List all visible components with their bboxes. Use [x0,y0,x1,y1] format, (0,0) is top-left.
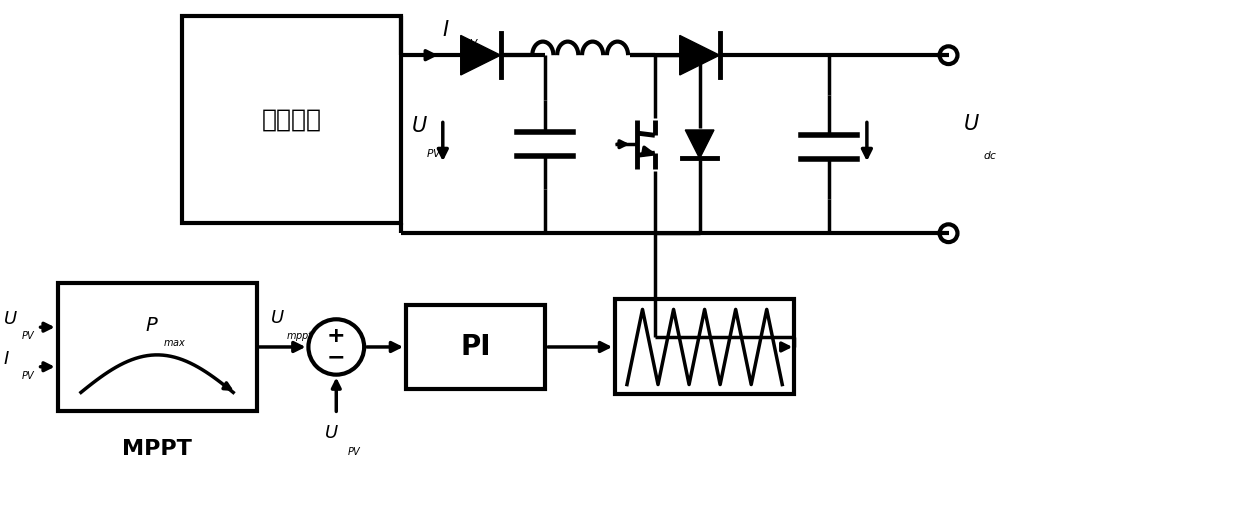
Bar [182,16,401,224]
Text: $U$: $U$ [323,424,338,442]
Text: +: + [327,326,346,346]
Text: $_{PV}$: $_{PV}$ [21,368,36,382]
Bar [406,305,545,389]
Text: $_{PV}$: $_{PV}$ [347,444,362,458]
Text: $I$: $I$ [442,20,450,40]
Text: $U$: $U$ [2,310,17,328]
Polygon shape [461,36,501,75]
Text: $_{max}$: $_{max}$ [164,335,187,349]
Bar [57,282,256,411]
Text: −: − [327,347,346,367]
Text: $P$: $P$ [145,315,159,335]
Bar [615,300,794,394]
Text: $_{PV}$: $_{PV}$ [426,145,442,160]
Polygon shape [685,130,714,158]
Text: MPPT: MPPT [123,439,192,459]
Text: $I$: $I$ [2,350,10,368]
Text: $U$: $U$ [270,309,285,327]
Text: 光伏电池: 光伏电池 [261,108,321,132]
Text: $_{mppt}$: $_{mppt}$ [286,330,315,344]
Polygon shape [680,36,720,75]
Text: $U$: $U$ [411,116,427,137]
Text: $U$: $U$ [964,114,980,135]
Text: PI: PI [461,333,491,361]
Text: $_{dc}$: $_{dc}$ [984,147,997,162]
Text: $_{PV}$: $_{PV}$ [462,35,479,50]
Text: $_{PV}$: $_{PV}$ [21,328,36,342]
